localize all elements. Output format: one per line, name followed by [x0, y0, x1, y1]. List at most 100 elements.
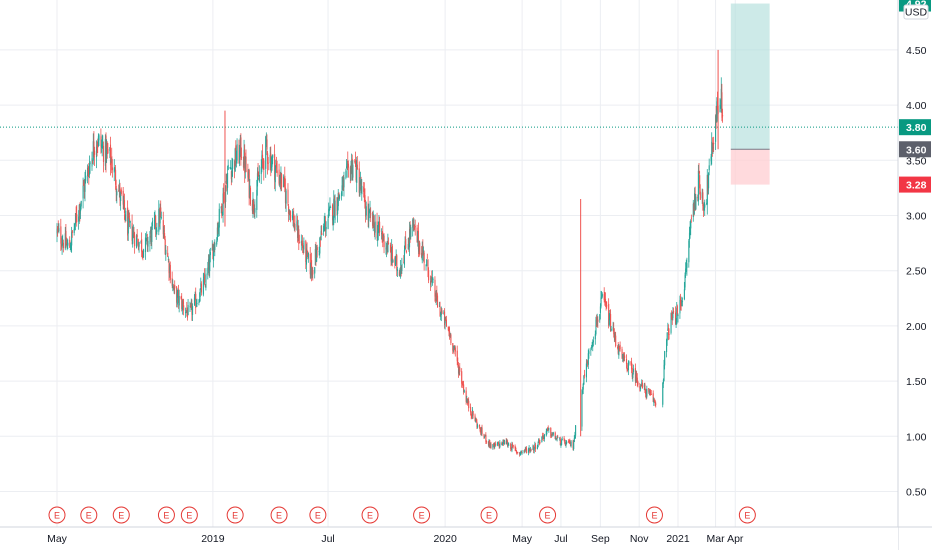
candle-body — [515, 447, 517, 450]
earnings-marker[interactable] — [413, 506, 431, 524]
candle-body — [572, 440, 574, 449]
candle-body — [414, 226, 416, 228]
candle-body — [78, 204, 80, 216]
candle-body — [533, 446, 535, 451]
candle-body — [461, 383, 463, 386]
candle-body — [196, 302, 198, 305]
candle-body — [547, 427, 549, 429]
candle-body — [534, 444, 537, 450]
candle-body — [496, 443, 498, 446]
candle-body — [307, 251, 309, 257]
candle-body — [89, 162, 91, 165]
candle-body — [505, 440, 507, 445]
candle-body — [138, 242, 140, 247]
candle-body — [601, 294, 603, 297]
candle-body — [476, 421, 478, 428]
candle-body — [382, 232, 384, 241]
earnings-marker[interactable] — [309, 506, 327, 524]
candle-body — [367, 203, 369, 221]
earnings-marker[interactable] — [539, 506, 557, 524]
candle-body — [74, 213, 77, 225]
candle-body — [189, 306, 191, 307]
earnings-marker[interactable] — [270, 506, 288, 524]
earnings-marker[interactable] — [157, 506, 175, 524]
candle-body — [511, 444, 513, 451]
candle-body — [677, 314, 679, 317]
candle-body — [494, 443, 496, 446]
candle-body — [338, 192, 340, 198]
candle-body — [374, 221, 376, 233]
earnings-marker[interactable] — [180, 506, 198, 524]
candle-body — [177, 291, 179, 293]
candle-body — [641, 382, 643, 385]
price-axis[interactable] — [898, 0, 932, 550]
target-zone[interactable] — [730, 3, 770, 150]
candle-body — [689, 226, 691, 233]
candle-body — [143, 249, 145, 258]
candle-body — [98, 135, 100, 141]
candle-body — [650, 393, 652, 396]
candle-body — [653, 399, 656, 401]
candle-body — [497, 442, 499, 444]
candle-body — [560, 443, 562, 446]
candle-body — [297, 219, 299, 238]
candle-body — [176, 292, 178, 305]
candle-body — [346, 166, 348, 168]
earnings-marker[interactable] — [361, 506, 379, 524]
candle-body — [506, 440, 509, 446]
earnings-marker[interactable] — [48, 506, 66, 524]
candle-body — [323, 225, 325, 232]
candle-body — [440, 312, 442, 315]
candle-body — [444, 316, 446, 324]
candle-body — [74, 225, 76, 227]
candle-body — [57, 227, 59, 229]
candle-body — [452, 345, 454, 351]
earnings-marker[interactable] — [645, 506, 663, 524]
candle-body — [421, 248, 423, 261]
candle-body — [151, 221, 154, 227]
candle-body — [111, 167, 113, 171]
candle-body — [466, 399, 468, 401]
candle-body — [551, 434, 553, 437]
candle-body — [722, 115, 724, 117]
candle-body — [690, 220, 692, 229]
earnings-marker[interactable] — [480, 506, 498, 524]
candle-body — [284, 175, 286, 188]
candle-body — [470, 412, 472, 417]
candle-body — [267, 162, 269, 164]
candle-body — [230, 167, 232, 170]
stop-zone[interactable] — [730, 149, 770, 185]
earnings-marker[interactable] — [226, 506, 244, 524]
candle-body — [569, 440, 571, 443]
candle-body — [199, 288, 201, 297]
x-tick-label: 2020 — [433, 533, 457, 545]
candle-body — [621, 349, 623, 359]
candle-body — [664, 351, 666, 366]
earnings-marker[interactable] — [80, 506, 98, 524]
candle-body — [342, 176, 344, 191]
candle-body — [563, 437, 565, 440]
candle-body — [186, 307, 188, 312]
candle-body — [115, 169, 117, 185]
candle-body — [291, 215, 294, 218]
candle-body — [488, 439, 490, 446]
earnings-marker[interactable] — [738, 506, 756, 524]
candle-body — [343, 177, 345, 188]
candle-body — [181, 301, 183, 311]
candle-body — [249, 187, 252, 205]
candle-body — [150, 229, 152, 242]
candle-body — [573, 438, 575, 443]
currency-badge[interactable] — [903, 4, 929, 20]
candle-body — [612, 327, 614, 331]
candle-body — [480, 430, 482, 435]
earnings-marker[interactable] — [112, 506, 130, 524]
time-axis[interactable] — [0, 527, 898, 550]
candle-body — [60, 226, 62, 244]
candle-body — [119, 188, 121, 201]
candle-body — [493, 444, 495, 448]
candle-body — [216, 241, 218, 245]
candle-body — [276, 163, 278, 168]
candle-body — [631, 362, 633, 370]
